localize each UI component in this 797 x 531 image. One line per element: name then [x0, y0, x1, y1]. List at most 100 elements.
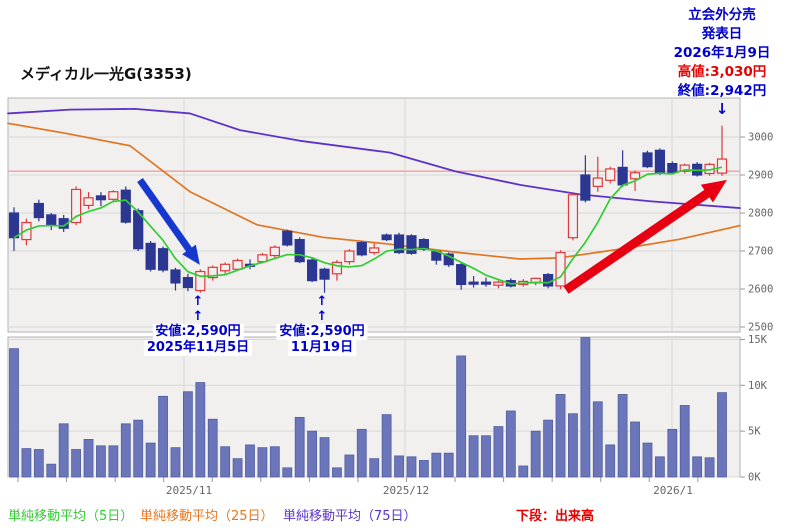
candle-body — [307, 259, 318, 282]
volume-bar — [493, 426, 504, 478]
low-annotation-nov19: ↑ ↑ 安値:2,590円 11月19日 — [276, 294, 368, 356]
candle-body — [369, 247, 380, 254]
candle-body — [580, 174, 591, 201]
candle-body — [406, 235, 417, 254]
volume-bar — [71, 449, 82, 478]
volume-bar — [344, 454, 355, 478]
candle-body — [443, 253, 454, 266]
volume-bar — [369, 458, 380, 478]
volume-bar — [133, 419, 144, 478]
candle-body — [195, 270, 206, 292]
volume-bar — [431, 452, 442, 478]
candle-body — [605, 168, 616, 181]
price-axis-label: 3000 — [748, 132, 773, 144]
down-arrow-icon: ↓ — [715, 100, 729, 118]
candle-body — [145, 242, 156, 270]
volume-bar — [108, 445, 119, 478]
candle-body — [207, 266, 218, 279]
volume-axis-label: 15K — [748, 334, 768, 346]
offering-close-value: 終値:2,942円 — [677, 83, 767, 99]
candle-body — [319, 268, 330, 280]
volume-bar — [96, 445, 106, 478]
low-date-label: 2025年11月5日 — [143, 340, 253, 356]
volume-bar — [83, 439, 94, 478]
candle-body — [468, 281, 479, 285]
legend-volume: 下段：出来高 — [516, 509, 595, 524]
candle-body — [679, 164, 690, 172]
volume-bar — [505, 410, 516, 478]
volume-bar — [356, 428, 367, 478]
volume-bars — [9, 337, 727, 478]
uptrend-arrow — [563, 179, 727, 294]
price-axis-label: 2500 — [748, 322, 773, 334]
offering-note-line: 発表日 — [701, 26, 743, 42]
volume-bar — [555, 394, 566, 478]
volume-bar — [530, 430, 541, 478]
offering-note-date: 2026年1月9日 — [673, 45, 771, 61]
candle-body — [667, 163, 678, 173]
up-arrow-icon: ↑ — [192, 309, 204, 324]
volume-axis-label: 0K — [748, 472, 761, 484]
candle-body — [133, 210, 144, 250]
candle-body — [8, 212, 20, 239]
volume-bar — [580, 337, 591, 478]
price-axis-label: 2800 — [748, 208, 773, 220]
candle-body — [543, 273, 554, 287]
volume-bar — [158, 395, 168, 478]
ma5-line — [13, 166, 723, 285]
volume-bar — [381, 414, 392, 478]
volume-bar — [207, 418, 218, 478]
volume-bar — [319, 437, 330, 478]
legend-ma5: 単純移動平均（5日） — [8, 509, 134, 524]
volume-bar — [543, 419, 554, 478]
low-annotation-nov5: ↑ ↑ 安値:2,590円 2025年11月5日 — [143, 294, 253, 356]
volume-bar — [46, 463, 57, 478]
candle-body — [46, 214, 57, 225]
candle-body — [269, 246, 280, 257]
candle-body — [456, 264, 467, 286]
volume-bar — [418, 460, 429, 478]
up-arrow-icon: ↑ — [192, 294, 204, 309]
up-arrow-icon: ↑ — [316, 294, 328, 309]
volume-axis-label: 5K — [748, 426, 761, 438]
candle-body — [108, 191, 119, 200]
volume-bar — [220, 446, 231, 478]
candle-body — [157, 248, 169, 271]
volume-axis-label: 10K — [748, 380, 768, 392]
candle-body — [294, 239, 305, 263]
up-arrow-icon: ↑ — [316, 309, 328, 324]
volume-bar — [456, 355, 467, 478]
candle-body — [642, 152, 653, 168]
volume-bar — [9, 348, 19, 478]
volume-bar — [568, 413, 578, 478]
candle-body — [716, 158, 728, 174]
candle-body — [71, 188, 82, 224]
volume-bar — [630, 421, 640, 478]
offering-high-value: 高値:3,030円 — [677, 64, 767, 80]
candle-body — [567, 194, 579, 239]
volume-bar — [145, 442, 156, 478]
candle-body — [654, 149, 665, 174]
candle-body — [95, 195, 107, 201]
volume-bar — [394, 455, 404, 478]
volume-bar — [257, 447, 268, 478]
volume-bar — [282, 467, 293, 478]
volume-bar — [468, 435, 479, 478]
price-pane — [7, 97, 741, 333]
volume-bar — [182, 391, 193, 478]
volume-bar — [692, 456, 703, 478]
candle-body — [220, 263, 231, 272]
volume-bar — [518, 465, 529, 478]
candle-body — [83, 197, 94, 207]
volume-bar — [307, 430, 318, 478]
volume-bar — [617, 394, 628, 478]
candle-body — [182, 277, 193, 289]
candle-body — [592, 177, 603, 187]
candle-body — [232, 259, 243, 270]
volume-bar — [406, 456, 417, 478]
candle-body — [480, 281, 492, 285]
volume-bar — [679, 405, 690, 478]
low-date-label: 11月19日 — [287, 340, 357, 356]
